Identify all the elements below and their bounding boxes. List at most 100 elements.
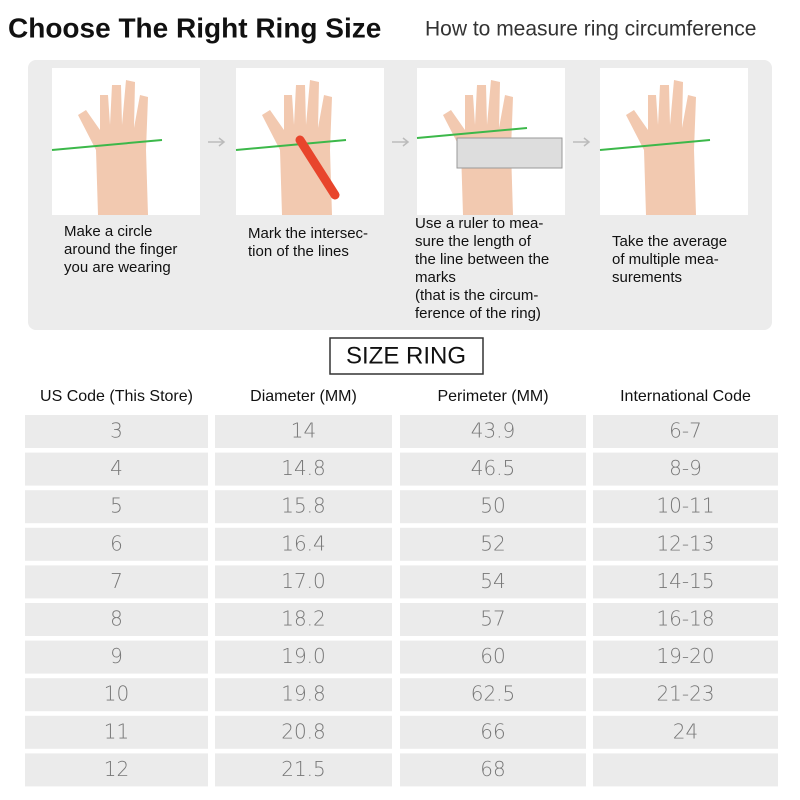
- step-text: around the finger: [64, 241, 177, 258]
- table-cell: 8-9: [669, 456, 702, 480]
- row-band: [215, 565, 392, 599]
- row-band: [215, 415, 392, 448]
- hand: [262, 80, 332, 215]
- table-cell: 21.5: [281, 757, 326, 781]
- row-band: [593, 603, 778, 636]
- table-cell: 11: [104, 719, 129, 743]
- row-band: [593, 415, 778, 448]
- row-band: [593, 490, 778, 524]
- table-cell: 68: [480, 757, 505, 781]
- table-cell: 12: [104, 757, 129, 781]
- steps-panel: [28, 60, 772, 330]
- step-text: marks: [415, 269, 456, 286]
- row-band: [400, 640, 586, 674]
- table-cell: 15.8: [281, 494, 326, 518]
- table-cell: 5: [110, 494, 123, 518]
- step-text: the line between the: [415, 251, 549, 268]
- table-cell: 66: [480, 719, 505, 743]
- measure-line: [599, 139, 711, 151]
- row-band: [400, 452, 586, 486]
- table-title-box: [329, 337, 484, 375]
- row-band: [593, 527, 778, 561]
- row-band: [215, 490, 392, 524]
- row-band: [25, 452, 208, 486]
- row-band: [25, 565, 208, 599]
- table-cell: 60: [480, 644, 505, 668]
- subtitle: How to measure ring circumference: [425, 18, 756, 41]
- row-band: [400, 678, 586, 712]
- table-cell: 3: [110, 419, 123, 443]
- step-text: (that is the circum-: [415, 287, 538, 304]
- row-band: [593, 452, 778, 486]
- row-band: [400, 565, 586, 599]
- table-cell: 54: [480, 569, 505, 593]
- step-text: Take the average: [612, 233, 727, 250]
- table-title: SIZE RING: [346, 342, 466, 369]
- pen: [295, 135, 340, 200]
- row-band: [593, 678, 778, 712]
- table-cell: 16.4: [281, 531, 326, 555]
- table-cell: 6-7: [669, 419, 702, 443]
- row-band: [593, 565, 778, 599]
- row-band: [400, 490, 586, 524]
- row-band: [25, 753, 208, 787]
- step-text: surements: [612, 269, 682, 286]
- row-band: [25, 527, 208, 561]
- column-header: International Code: [620, 388, 751, 405]
- column-header: US Code (This Store): [40, 388, 193, 405]
- table-cell: 7: [110, 569, 123, 593]
- row-band: [25, 715, 208, 749]
- measure-line: [51, 139, 163, 151]
- step-text: sure the length of: [415, 233, 532, 250]
- row-band: [400, 603, 586, 636]
- row-band: [25, 603, 208, 636]
- table-cell: 24: [673, 719, 698, 743]
- measure-line: [416, 127, 528, 139]
- arrow: [208, 137, 226, 147]
- table-cell: 12-13: [656, 531, 714, 555]
- measure-line: [235, 139, 347, 151]
- table-cell: 16-18: [656, 607, 714, 631]
- row-band: [215, 603, 392, 636]
- table-cell: 18.2: [281, 607, 326, 631]
- table-cell: 10-11: [656, 494, 714, 518]
- row-band: [215, 452, 392, 486]
- step-text: ference of the ring): [415, 305, 541, 322]
- step-text: tion of the lines: [248, 243, 349, 260]
- column-header: Perimeter (MM): [437, 388, 548, 405]
- table-cell: 10: [104, 682, 129, 706]
- table-cell: 19.8: [281, 682, 326, 706]
- row-band: [25, 415, 208, 448]
- table-cell: 4: [110, 456, 123, 480]
- step-text: Make a circle: [64, 223, 152, 240]
- arrow: [573, 137, 591, 147]
- table-cell: 43.9: [471, 419, 516, 443]
- row-band: [25, 490, 208, 524]
- row-band: [215, 715, 392, 749]
- step-text: you are wearing: [64, 259, 171, 276]
- table-cell: 46.5: [471, 456, 516, 480]
- table-cell: 19-20: [656, 644, 714, 668]
- row-band: [400, 715, 586, 749]
- size-table: US Code (This Store) Diameter (MM) Perimet…: [25, 388, 778, 787]
- table-cell: 14.8: [281, 456, 326, 480]
- table-cell: 21-23: [656, 682, 714, 706]
- table-cell: 17.0: [281, 569, 326, 593]
- arrow: [392, 137, 410, 147]
- table-cell: 9: [110, 644, 123, 668]
- row-band: [593, 640, 778, 674]
- table-cell: 14: [291, 419, 316, 443]
- row-band: [215, 640, 392, 674]
- row-band: [593, 753, 778, 787]
- table-cell: 6: [110, 531, 123, 555]
- hand: [78, 80, 148, 215]
- table-cell: 52: [480, 531, 505, 555]
- row-band: [215, 527, 392, 561]
- row-band: [25, 640, 208, 674]
- step-text: Use a ruler to mea-: [415, 215, 543, 232]
- table-cell: 19.0: [281, 644, 326, 668]
- table-cell: 62.5: [471, 682, 516, 706]
- row-band: [400, 527, 586, 561]
